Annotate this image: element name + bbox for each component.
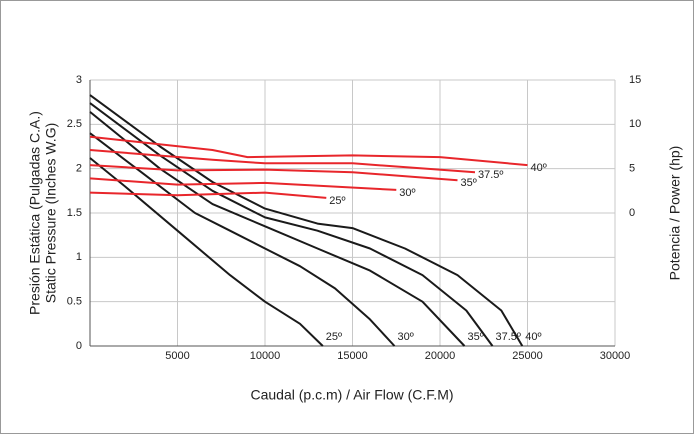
series-label: 40º xyxy=(531,162,547,174)
series-line xyxy=(89,149,476,174)
series-line xyxy=(89,164,458,182)
series-label: 35º xyxy=(461,177,477,189)
y2-tick-label: 5 xyxy=(629,163,635,175)
y-tick-label: 1.5 xyxy=(67,207,82,219)
series-label: 30º xyxy=(399,187,415,199)
series-label: 37.5º xyxy=(478,169,503,181)
series-label: 25º xyxy=(326,331,342,343)
x-tick-label: 5000 xyxy=(165,350,189,362)
y-axis-title: Static Pressure (Inches W.G) xyxy=(43,123,59,304)
x-tick-label: 20000 xyxy=(425,350,456,362)
y2-tick-label: 15 xyxy=(629,74,641,86)
x-tick-label: 15000 xyxy=(337,350,368,362)
series-label: 25º xyxy=(329,195,345,207)
y-tick-label: 3 xyxy=(76,74,82,86)
y-tick-label: 2.5 xyxy=(67,118,82,130)
y-tick-label: 1 xyxy=(76,251,82,263)
x-tick-label: 30000 xyxy=(600,350,631,362)
y2-tick-label: 10 xyxy=(629,118,641,130)
series-line xyxy=(89,135,528,167)
series-line xyxy=(89,132,396,347)
series-line xyxy=(89,102,494,347)
x-tick-label: 10000 xyxy=(250,350,281,362)
y-tick-label: 0.5 xyxy=(67,296,82,308)
series-label: 30º xyxy=(398,331,414,343)
y-tick-label: 0 xyxy=(76,340,82,352)
series-label: 35º xyxy=(468,331,484,343)
series-line xyxy=(89,94,524,347)
series-line xyxy=(89,111,466,347)
series-line xyxy=(89,157,324,347)
y-axis-title: Presión Estática (Pulgadas C.A.) xyxy=(27,111,43,315)
series-line xyxy=(89,177,397,191)
y2-axis-title: Potencia / Power (hp) xyxy=(667,146,683,281)
y2-tick-label: 0 xyxy=(629,207,635,219)
x-tick-label: 25000 xyxy=(512,350,543,362)
series-line xyxy=(89,191,327,199)
y-tick-label: 2 xyxy=(76,163,82,175)
x-axis-title: Caudal (p.c.m) / Air Flow (C.F.M) xyxy=(250,387,453,403)
series-label: 40º xyxy=(525,331,541,343)
